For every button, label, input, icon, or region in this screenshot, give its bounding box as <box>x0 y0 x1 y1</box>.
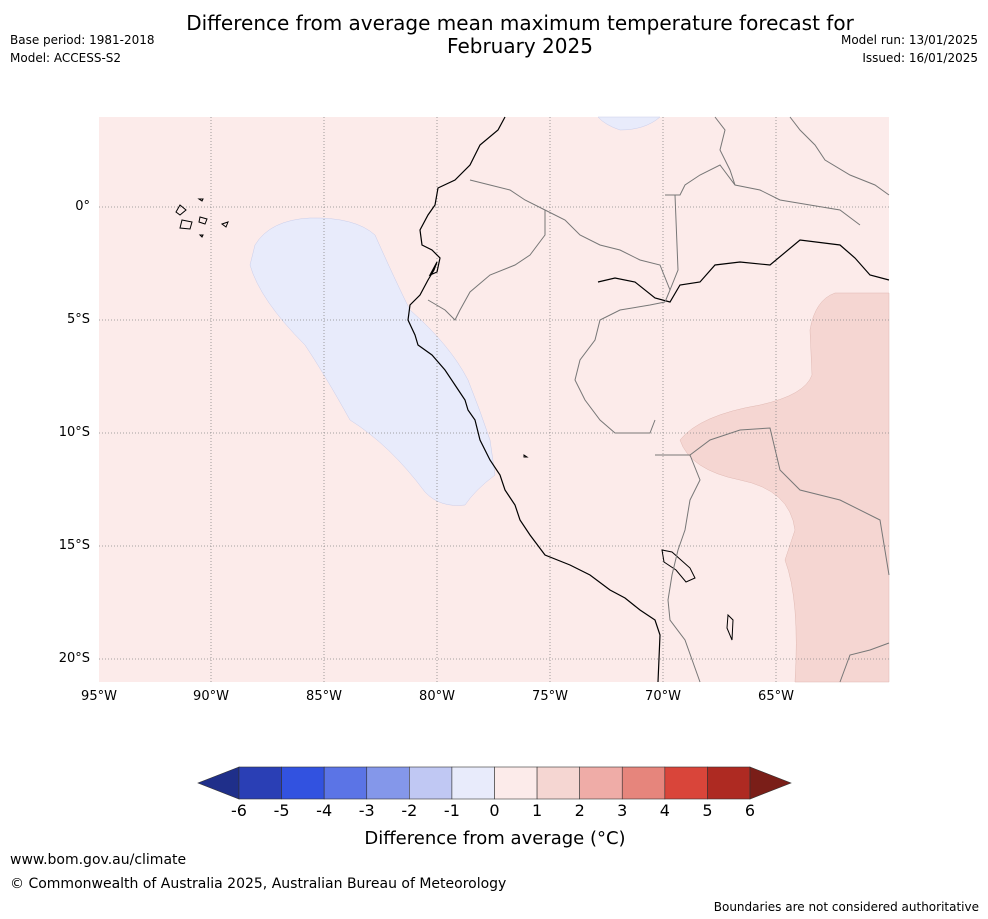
colorbar-cell <box>536 766 580 800</box>
lon-label-80w: 80°W <box>419 689 455 704</box>
lon-label-65w: 65°W <box>758 689 794 704</box>
lon-label-85w: 85°W <box>306 689 342 704</box>
colorbar-tick-label: -3 <box>358 801 375 820</box>
colorbar-tick-label: -1 <box>443 801 460 820</box>
anomaly-region-cool-north <box>597 116 661 131</box>
colorbar-tick-label: 5 <box>702 801 713 820</box>
colorbar-cell <box>366 766 410 800</box>
lat-label-10s: 10°S <box>58 425 90 440</box>
galapagos-islands <box>175 198 229 238</box>
lake-islands <box>523 454 734 641</box>
colorbar-cell <box>621 766 666 800</box>
meta-right: Model run: 13/01/2025 Issued: 16/01/2025 <box>841 33 978 69</box>
base-period: Base period: 1981-2018 <box>10 33 155 47</box>
map-area <box>99 117 889 682</box>
colorbar-cell <box>451 766 495 800</box>
issued-date: Issued: 16/01/2025 <box>862 51 978 65</box>
colorbar-cell <box>579 766 623 800</box>
colorbar-tick-label: -5 <box>273 801 290 820</box>
colorbar-cell <box>323 766 368 800</box>
gridlines <box>99 117 889 682</box>
colorbar-cell <box>409 766 453 800</box>
map-title: Difference from average mean maximum tem… <box>150 12 890 58</box>
lon-label-75w: 75°W <box>532 689 568 704</box>
colorbar-tick-label: 2 <box>574 801 585 820</box>
colorbar-arrow-right <box>749 766 792 800</box>
lat-label-20s: 20°S <box>58 651 90 666</box>
colorbar-tick-label: -6 <box>231 801 247 820</box>
lat-label-5s: 5°S <box>66 312 90 327</box>
title-line-2: February 2025 <box>447 34 593 58</box>
colorbar-tick-label: -2 <box>401 801 418 820</box>
disclaimer: Boundaries are not considered authoritat… <box>713 900 979 914</box>
anomaly-region-cool <box>249 217 496 506</box>
colorbar-tick-label: 0 <box>489 801 500 820</box>
colorbar-label: Difference from average (°C) <box>364 828 626 849</box>
colorbar-cell <box>664 766 708 800</box>
lat-label-15s: 15°S <box>58 538 90 553</box>
colorbar-tick-label: 3 <box>617 801 628 820</box>
anomaly-region-warm <box>679 292 890 683</box>
colorbar-cell <box>494 766 538 800</box>
colorbar-cell <box>281 766 325 800</box>
lon-label-95w: 95°W <box>81 689 117 704</box>
copyright: © Commonwealth of Australia 2025, Austra… <box>10 876 507 892</box>
colorbar-tick-label: 4 <box>659 801 670 820</box>
lon-label-70w: 70°W <box>645 689 681 704</box>
model-name: Model: ACCESS-S2 <box>10 51 122 65</box>
colorbar-cell <box>707 766 751 800</box>
colorbar-cell <box>238 766 282 800</box>
colorbar-tick-label: 1 <box>531 801 543 820</box>
title-line-1: Difference from average mean maximum tem… <box>186 11 854 35</box>
country-boundaries <box>427 116 890 683</box>
website-link[interactable]: www.bom.gov.au/climate <box>10 852 187 868</box>
meta-left: Base period: 1981-2018 Model: ACCESS-S2 <box>10 33 155 69</box>
lon-label-90w: 90°W <box>193 689 229 704</box>
coastline <box>407 116 661 683</box>
colorbar <box>197 766 792 800</box>
coastline-north <box>597 239 890 303</box>
colorbar-tick-label: 6 <box>744 801 756 820</box>
lat-label-0: 0° <box>75 199 90 214</box>
colorbar-arrow-left <box>197 766 240 800</box>
colorbar-tick-label: -4 <box>316 801 333 820</box>
model-run: Model run: 13/01/2025 <box>840 33 978 47</box>
